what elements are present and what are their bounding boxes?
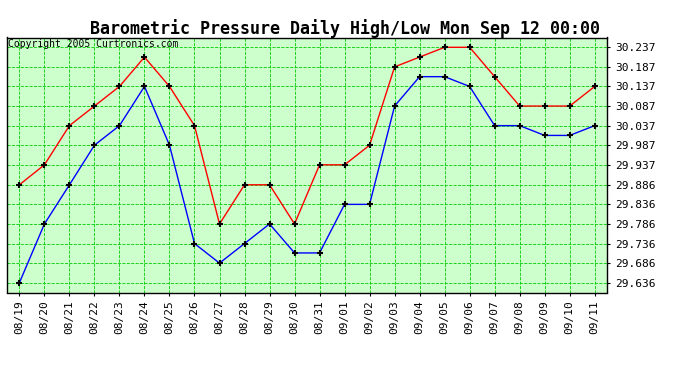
Text: Barometric Pressure Daily High/Low Mon Sep 12 00:00: Barometric Pressure Daily High/Low Mon S…	[90, 19, 600, 38]
Text: Copyright 2005 Curtronics.com: Copyright 2005 Curtronics.com	[8, 39, 179, 49]
